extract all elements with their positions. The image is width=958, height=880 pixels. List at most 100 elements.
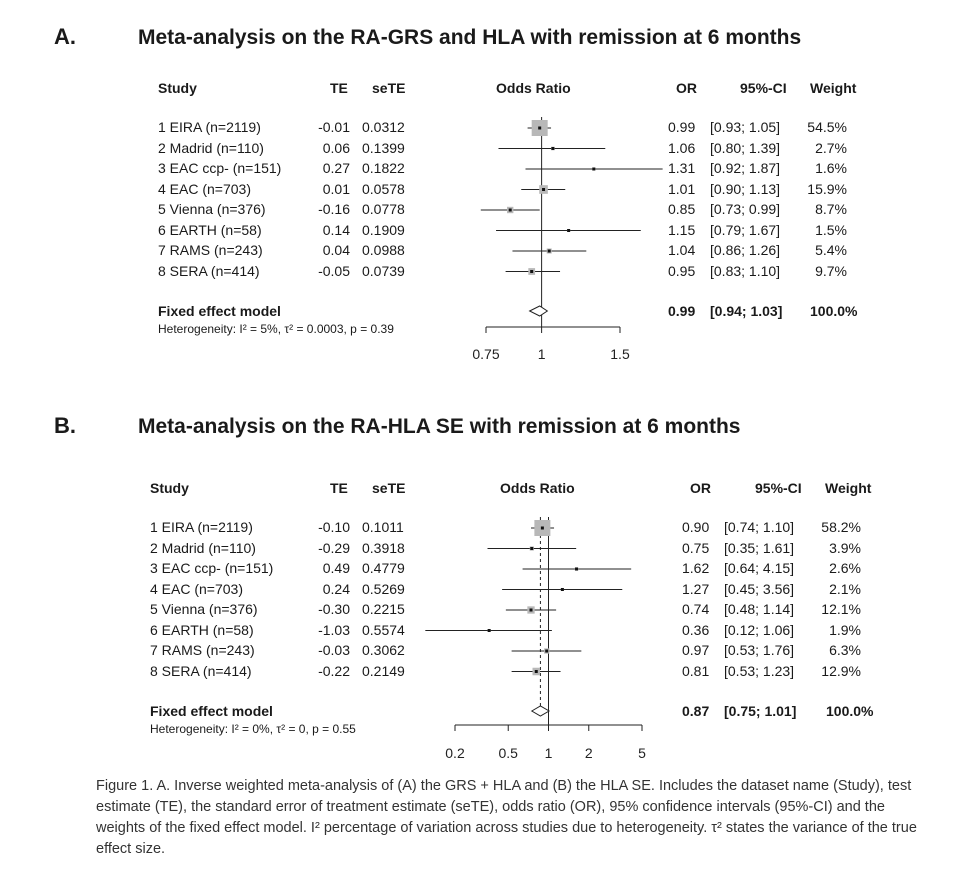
pooled-or: 0.99 xyxy=(668,303,696,319)
pooled-or: 0.87 xyxy=(682,703,710,719)
study-sete: 0.0312 xyxy=(362,119,405,135)
pooled-weight: 100.0% xyxy=(810,303,858,319)
study-label: 3 EAC ccp- (n=151) xyxy=(150,560,274,576)
point-estimate xyxy=(487,629,491,632)
x-tick-label: 5 xyxy=(638,745,646,761)
study-weight: 58.2% xyxy=(821,519,861,535)
point-estimate xyxy=(534,670,538,673)
study-label: 2 Madrid (n=110) xyxy=(150,539,256,556)
study-sete: 0.2215 xyxy=(362,601,405,617)
study-ci: [0.90; 1.13] xyxy=(710,180,781,197)
study-or: 0.74 xyxy=(682,601,710,617)
study-sete: 0.2149 xyxy=(362,662,405,679)
study-or: 1.31 xyxy=(668,160,696,176)
header-weight: Weight xyxy=(825,480,872,496)
point-estimate xyxy=(575,567,579,571)
study-sete: 0.1399 xyxy=(362,139,405,156)
study-sete: 0.5574 xyxy=(362,621,405,638)
study-te: -0.16 xyxy=(318,201,350,217)
study-ci: [0.53; 1.23] xyxy=(724,662,795,679)
point-estimate xyxy=(545,649,549,653)
study-weight: 54.5% xyxy=(807,119,847,135)
study-or: 1.15 xyxy=(668,221,696,238)
forest-plot-a: A. Meta-analysis on the RA-GRS and HLA w… xyxy=(0,0,958,380)
study-ci: [0.73; 0.99] xyxy=(710,201,781,217)
x-tick-label: 1 xyxy=(538,346,546,362)
header-or: OR xyxy=(676,80,697,96)
study-sete: 0.0578 xyxy=(362,180,405,197)
study-ci: [0.93; 1.05] xyxy=(710,119,781,135)
study-weight: 15.9% xyxy=(807,180,847,197)
study-ci: [0.80; 1.39] xyxy=(710,139,781,156)
header-ci: 95%-CI xyxy=(740,80,787,96)
study-label: 5 Vienna (n=376) xyxy=(150,601,258,617)
x-tick-label: 1 xyxy=(545,745,553,761)
study-ci: [0.79; 1.67] xyxy=(710,221,781,238)
study-weight: 2.6% xyxy=(829,560,861,576)
study-sete: 0.0778 xyxy=(362,201,405,217)
pooled-weight: 100.0% xyxy=(826,703,874,719)
header-ci: 95%-CI xyxy=(755,480,802,496)
study-or: 1.04 xyxy=(668,242,696,258)
study-sete: 0.4779 xyxy=(362,560,405,576)
study-or: 0.95 xyxy=(668,262,696,279)
heterogeneity-stats: Heterogeneity: I² = 0%, τ² = 0, p = 0.55 xyxy=(150,722,356,736)
study-or: 1.01 xyxy=(668,180,696,197)
point-estimate xyxy=(547,249,551,253)
study-label: 3 EAC ccp- (n=151) xyxy=(158,160,282,176)
pooled-label: Fixed effect model xyxy=(150,703,273,719)
x-tick-label: 0.2 xyxy=(445,745,465,761)
study-or: 1.62 xyxy=(682,560,710,576)
study-sete: 0.0988 xyxy=(362,242,405,258)
study-sete: 0.1822 xyxy=(362,160,405,176)
study-sete: 0.5269 xyxy=(362,580,405,597)
study-ci: [0.35; 1.61] xyxy=(724,539,795,556)
study-label: 8 SERA (n=414) xyxy=(158,262,260,279)
study-or: 0.81 xyxy=(682,662,710,679)
pooled-diamond xyxy=(528,305,549,317)
study-weight: 1.9% xyxy=(829,621,861,638)
header-weight: Weight xyxy=(810,80,857,96)
study-ci: [0.48; 1.14] xyxy=(724,601,795,617)
study-te: 0.04 xyxy=(322,242,350,258)
study-ci: [0.53; 1.76] xyxy=(724,642,795,658)
study-label: 4 EAC (n=703) xyxy=(150,580,243,597)
study-label: 8 SERA (n=414) xyxy=(150,662,252,679)
x-tick-label: 0.75 xyxy=(472,346,499,362)
study-label: 1 EIRA (n=2119) xyxy=(158,119,261,135)
study-sete: 0.1909 xyxy=(362,221,405,238)
study-te: 0.27 xyxy=(322,160,350,176)
point-estimate xyxy=(529,608,533,612)
study-or: 1.06 xyxy=(668,139,696,156)
forest-plot-b: B. Meta-analysis on the RA-HLA SE with r… xyxy=(0,395,958,770)
study-weight: 5.4% xyxy=(815,242,847,258)
point-estimate xyxy=(592,167,596,171)
header-study: Study xyxy=(158,80,197,96)
pooled-ci: [0.75; 1.01] xyxy=(724,703,797,719)
study-te: -0.01 xyxy=(318,119,350,135)
header-odds-ratio: Odds Ratio xyxy=(500,480,575,496)
study-ci: [0.45; 3.56] xyxy=(724,580,795,597)
forest-plot-area: 0.75 1 1.5 xyxy=(472,117,663,362)
study-ci: [0.74; 1.10] xyxy=(724,519,795,535)
study-label: 4 EAC (n=703) xyxy=(158,180,251,197)
study-ci: [0.92; 1.87] xyxy=(710,160,781,176)
pooled-diamond xyxy=(530,705,551,717)
study-label: 7 RAMS (n=243) xyxy=(158,242,263,258)
study-weight: 1.5% xyxy=(815,221,847,238)
heterogeneity-stats: Heterogeneity: I² = 5%, τ² = 0.0003, p =… xyxy=(158,322,394,336)
header-sete: seTE xyxy=(372,80,406,96)
study-te: -0.05 xyxy=(318,262,350,279)
header-odds-ratio: Odds Ratio xyxy=(496,80,571,96)
study-weight: 6.3% xyxy=(829,642,861,658)
study-label: 6 EARTH (n=58) xyxy=(150,621,254,638)
study-te: -0.03 xyxy=(318,642,350,658)
panel-title: Meta-analysis on the RA-HLA SE with remi… xyxy=(138,415,741,438)
point-estimate xyxy=(538,126,542,130)
study-te: -1.03 xyxy=(318,621,350,638)
study-sete: 0.0739 xyxy=(362,262,405,279)
study-sete: 0.3918 xyxy=(362,539,405,556)
header-te: TE xyxy=(330,480,348,496)
forest-plot-area: 0.2 0.5 1 2 5 xyxy=(425,517,646,761)
point-estimate xyxy=(567,229,571,232)
